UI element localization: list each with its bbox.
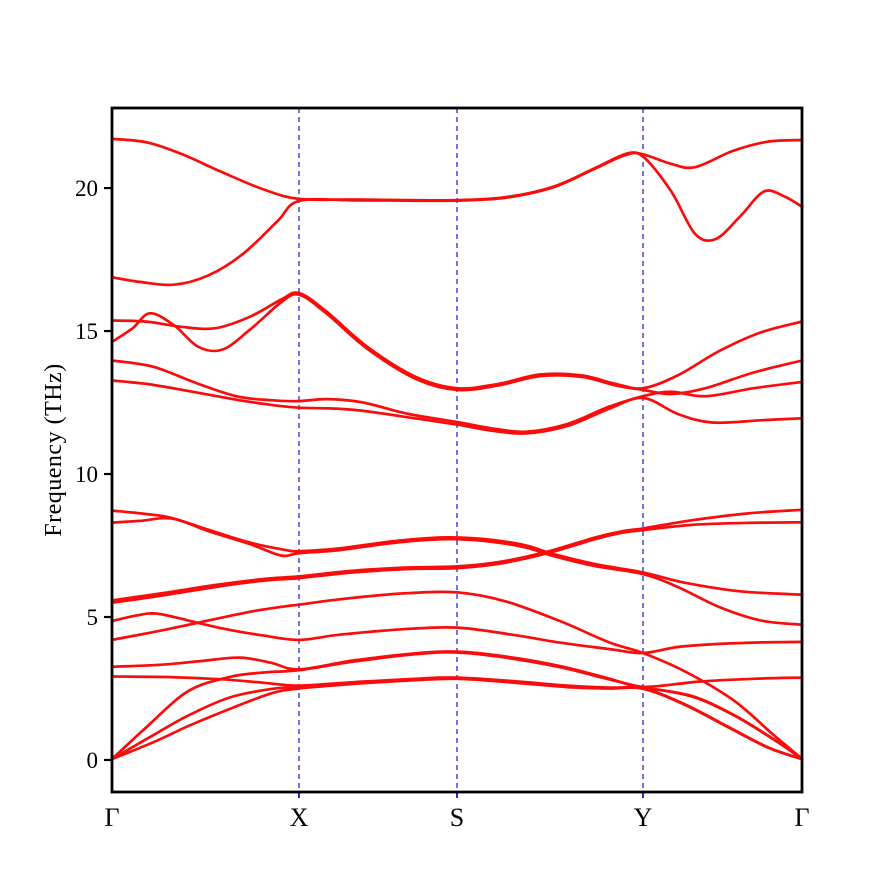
band-11 bbox=[110, 612, 804, 655]
y-tick-label: 20 bbox=[75, 176, 98, 201]
y-tick-label: 10 bbox=[75, 462, 98, 487]
k-point-label: X bbox=[290, 803, 309, 832]
band-10 bbox=[110, 520, 804, 605]
y-axis-label: Frequency (THz) bbox=[41, 363, 67, 537]
band-06 bbox=[110, 379, 804, 435]
band-16 bbox=[110, 676, 804, 761]
band-12 bbox=[110, 590, 804, 761]
k-point-label: Y bbox=[634, 803, 653, 832]
k-point-label: Γ bbox=[794, 803, 809, 832]
band-17 bbox=[110, 677, 804, 761]
y-tick-label: 0 bbox=[87, 748, 99, 773]
y-tick-label: 5 bbox=[87, 605, 99, 630]
band-03 bbox=[110, 291, 804, 390]
band-15 bbox=[110, 650, 804, 761]
band-08 bbox=[110, 516, 804, 627]
k-point-label: S bbox=[450, 803, 464, 832]
band-09 bbox=[110, 508, 804, 602]
band-02 bbox=[110, 151, 804, 287]
band-05 bbox=[110, 359, 804, 434]
k-point-label: Γ bbox=[104, 803, 119, 832]
axis-frame bbox=[110, 106, 804, 794]
y-tick-label: 15 bbox=[75, 319, 98, 344]
